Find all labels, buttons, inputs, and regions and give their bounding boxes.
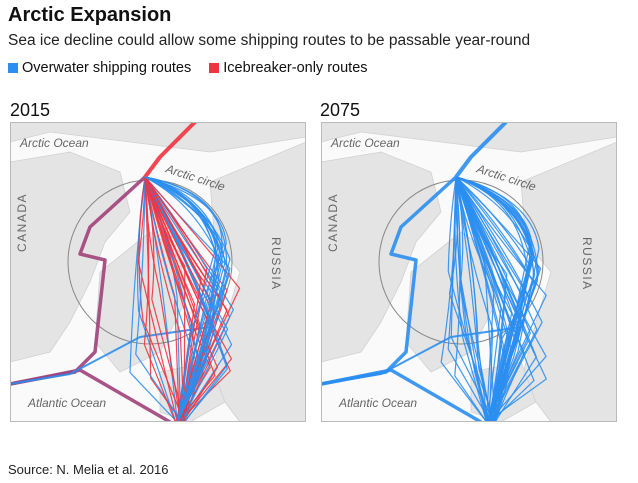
map-frame <box>321 122 617 422</box>
route <box>455 176 530 422</box>
map-label: CANADA <box>326 193 340 252</box>
map-content <box>321 122 617 422</box>
route <box>455 176 510 422</box>
map-label: Atlantic Ocean <box>27 396 106 410</box>
route <box>321 326 522 385</box>
route <box>143 176 176 422</box>
map-label: Arctic Ocean <box>19 136 89 150</box>
route <box>144 176 241 422</box>
subtitle: Sea ice decline could allow some shippin… <box>8 32 531 49</box>
map-label: RUSSIA <box>269 237 283 291</box>
legend: Overwater shipping routes Icebreaker-onl… <box>8 60 368 76</box>
legend-item: Overwater shipping routes <box>8 60 191 76</box>
route <box>455 176 534 422</box>
route <box>144 176 185 422</box>
route <box>144 176 216 422</box>
map-label: CANADA <box>15 193 29 252</box>
panel-year: 2075 <box>320 100 361 120</box>
route <box>440 176 487 422</box>
route <box>455 176 547 422</box>
land <box>10 151 131 363</box>
map-content <box>10 122 306 422</box>
land <box>321 151 442 363</box>
route <box>135 176 183 422</box>
title: Arctic Expansion <box>8 4 172 26</box>
route <box>143 122 197 179</box>
map-label: RUSSIA <box>580 237 594 291</box>
route <box>144 176 224 422</box>
route <box>454 122 508 179</box>
route <box>455 176 495 422</box>
map-label: Atlantic Ocean <box>338 396 417 410</box>
legend-label: Icebreaker-only routes <box>223 60 368 76</box>
route <box>144 176 182 422</box>
legend-label: Overwater shipping routes <box>22 60 192 76</box>
route <box>455 176 534 422</box>
panel-year: 2015 <box>10 100 51 120</box>
route <box>455 176 520 422</box>
map-frame <box>10 122 306 422</box>
route <box>144 176 231 422</box>
legend-swatch <box>209 63 220 73</box>
route <box>138 176 185 422</box>
route <box>144 176 186 422</box>
route <box>447 176 491 422</box>
route <box>144 176 202 422</box>
source: Source: N. Melia et al. 2016 <box>8 462 169 477</box>
legend-swatch <box>8 63 18 73</box>
route <box>455 176 513 422</box>
route <box>144 176 229 422</box>
map-label: Arctic Ocean <box>330 136 400 150</box>
route <box>455 176 494 422</box>
legend-item: Icebreaker-only routes <box>209 60 368 76</box>
route <box>144 176 228 422</box>
route <box>10 326 211 385</box>
